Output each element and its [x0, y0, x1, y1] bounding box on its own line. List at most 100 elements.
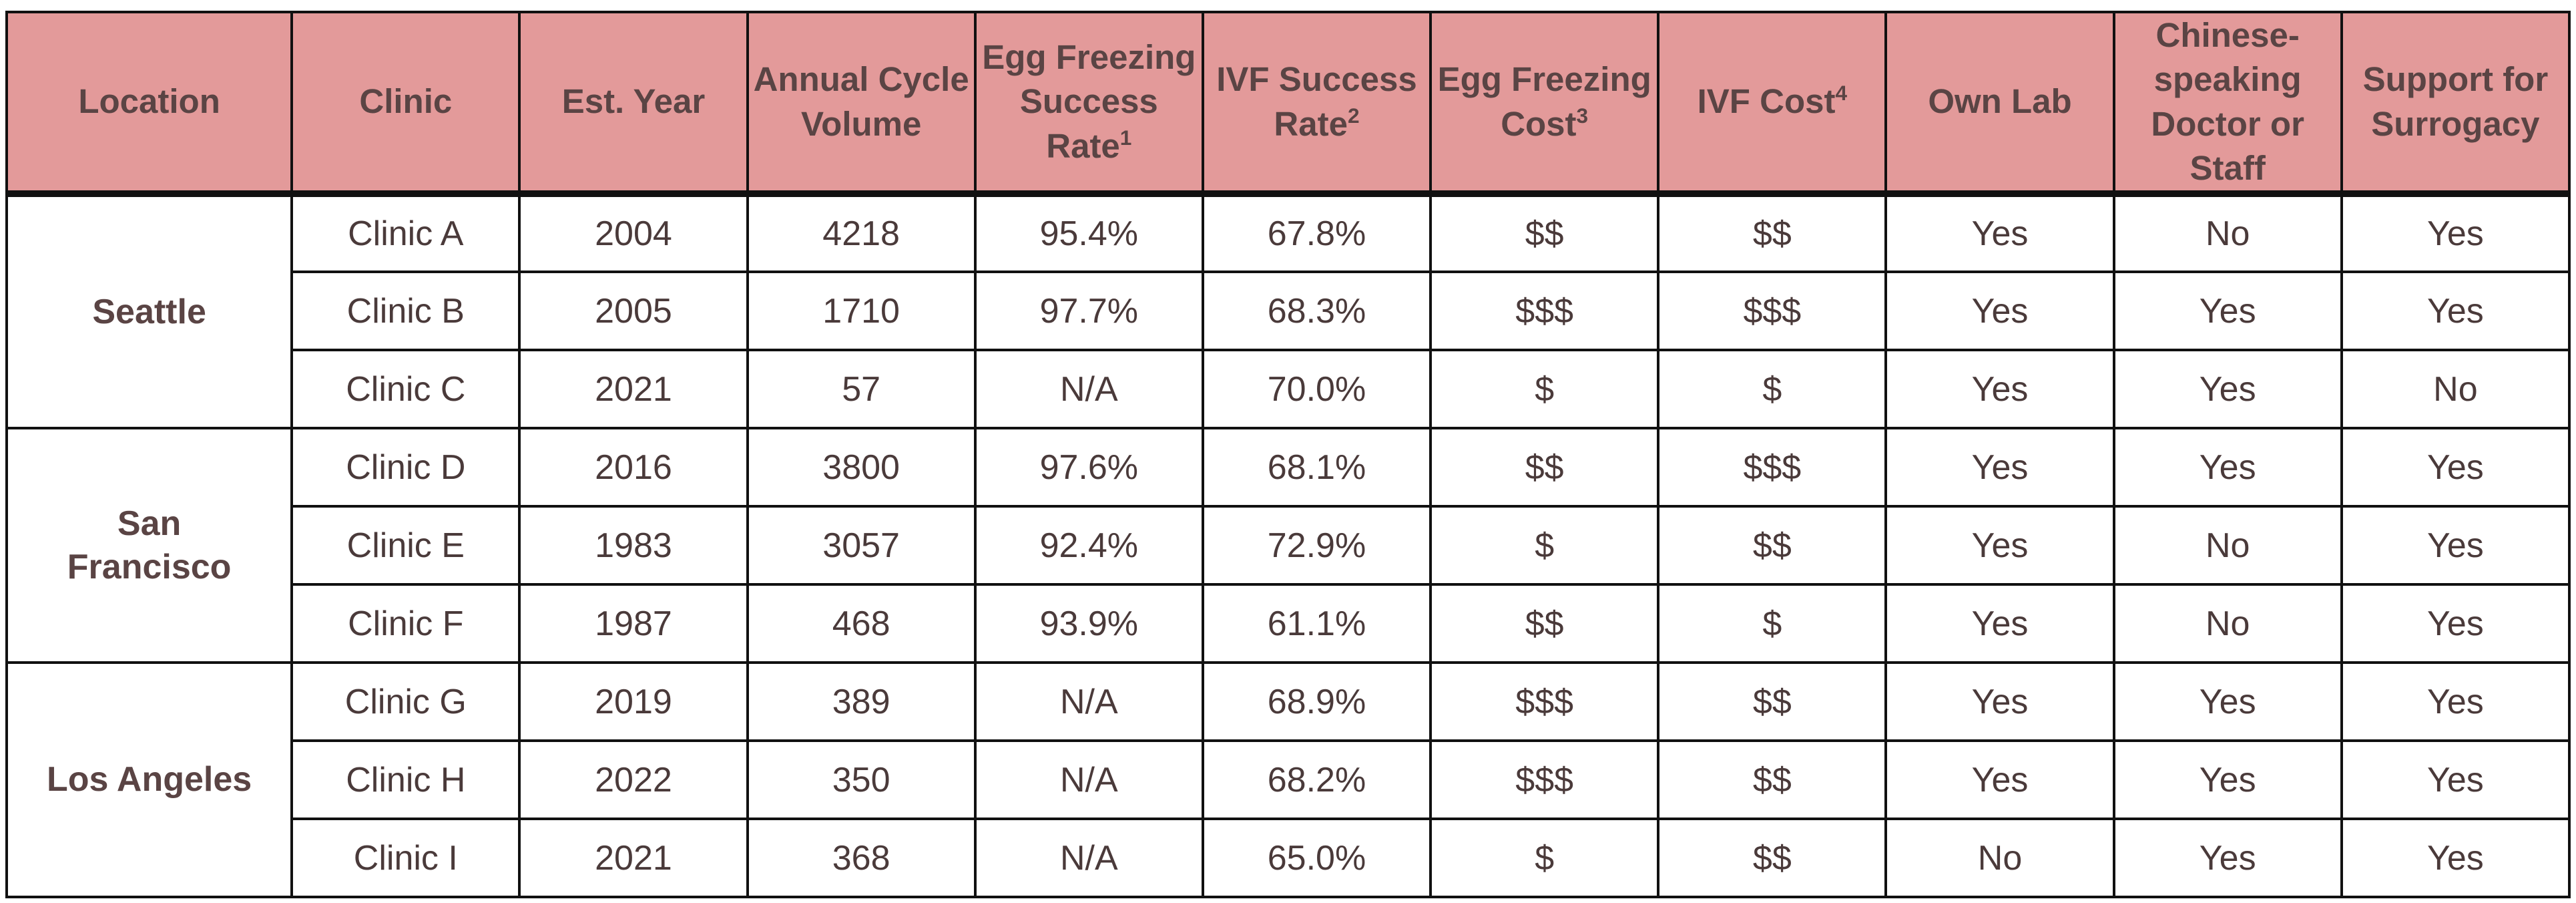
table-cell-own-lab: Yes: [1884, 349, 2115, 430]
table-cell-own-lab: Yes: [1884, 583, 2115, 665]
table-cell-chinese-speaking-doctor-or-staff: Yes: [2112, 270, 2343, 352]
table-row: Clinic H 2022 350 N/A 68.2% $$$ $$ Yes Yes Yes: [7, 739, 2571, 821]
clinic-comparison-table-wrapper: Location Clinic Est. Year Annual Cycle Volu…: [5, 10, 2571, 899]
column-header-label: Annual Cycle Volume: [753, 60, 969, 143]
table-cell-annual-cycle-volume: 4218: [746, 192, 977, 274]
column-header-label: Own Lab: [1928, 82, 2072, 121]
table-cell-ivf-cost: $$$: [1657, 427, 1888, 508]
column-header-est-year: Est. Year: [518, 10, 749, 198]
column-header-label: Support for Surrogacy: [2362, 60, 2549, 143]
column-header-support-for-surrogacy: Support for Surrogacy: [2340, 10, 2571, 198]
table-cell-ivf-success-rate: 68.1%: [1201, 427, 1433, 508]
table-cell-annual-cycle-volume: 3800: [746, 427, 977, 508]
table-cell-own-lab: No: [1884, 818, 2115, 899]
table-cell-annual-cycle-volume: 350: [746, 739, 977, 821]
table-cell-support-for-surrogacy: No: [2340, 349, 2571, 430]
table-cell-chinese-speaking-doctor-or-staff: Yes: [2112, 661, 2343, 743]
table-cell-egg-freezing-cost: $$: [1429, 583, 1660, 665]
table-cell-ivf-success-rate: 70.0%: [1201, 349, 1433, 430]
table-cell-ivf-cost: $$: [1657, 192, 1888, 274]
table-cell-own-lab: Yes: [1884, 661, 2115, 743]
table-cell-annual-cycle-volume: 1710: [746, 270, 977, 352]
table-cell-support-for-surrogacy: Yes: [2340, 505, 2571, 586]
table-cell-egg-freezing-success-rate: 97.7%: [973, 270, 1204, 352]
column-header-label: IVF Success Rate: [1216, 60, 1417, 143]
table-cell-support-for-surrogacy: Yes: [2340, 270, 2571, 352]
column-header-label: Est. Year: [561, 82, 706, 121]
table-cell-support-for-surrogacy: Yes: [2340, 818, 2571, 899]
table-cell-ivf-cost: $$: [1657, 505, 1888, 586]
table-cell-chinese-speaking-doctor-or-staff: No: [2112, 583, 2343, 665]
table-cell-est-year: 2005: [518, 270, 749, 352]
footnote-marker: 3: [1576, 103, 1589, 128]
footnote-marker: 2: [1347, 103, 1360, 128]
table-cell-own-lab: Yes: [1884, 505, 2115, 586]
table-cell-egg-freezing-cost: $$$: [1429, 270, 1660, 352]
table-body: Seattle Clinic A 2004 4218 95.4% 67.8% $$ $$ Yes…: [5, 192, 2571, 899]
table-cell-ivf-success-rate: 61.1%: [1201, 583, 1433, 665]
table-cell-clinic: Clinic A: [290, 192, 521, 274]
table-cell-clinic: Clinic C: [290, 349, 521, 430]
column-header-chinese-speaking-doctor-or-staff: Chinese-speaking Doctor or Staff: [2112, 10, 2343, 198]
table-cell-own-lab: Yes: [1884, 427, 2115, 508]
column-header-label: Egg Freezing Cost: [1437, 60, 1651, 143]
table-cell-egg-freezing-cost: $$$: [1429, 661, 1660, 743]
table-cell-clinic: Clinic F: [290, 583, 521, 665]
table-cell-chinese-speaking-doctor-or-staff: Yes: [2112, 427, 2343, 508]
table-cell-egg-freezing-success-rate: N/A: [973, 661, 1204, 743]
table-cell-egg-freezing-success-rate: 95.4%: [973, 192, 1204, 274]
table-cell-annual-cycle-volume: 3057: [746, 505, 977, 586]
column-header-egg-freezing-success-rate: Egg Freezing Success Rate1: [973, 10, 1204, 198]
column-header-label: Location: [78, 82, 220, 121]
table-cell-own-lab: Yes: [1884, 739, 2115, 821]
table-cell-clinic: Clinic E: [290, 505, 521, 586]
table-cell-est-year: 2004: [518, 192, 749, 274]
table-cell-ivf-success-rate: 65.0%: [1201, 818, 1433, 899]
table-cell-est-year: 1983: [518, 505, 749, 586]
table-cell-egg-freezing-cost: $: [1429, 505, 1660, 586]
table-cell-support-for-surrogacy: Yes: [2340, 739, 2571, 821]
table-cell-egg-freezing-success-rate: N/A: [973, 818, 1204, 899]
location-cell-san-francisco: San Francisco: [5, 427, 294, 665]
table-cell-est-year: 2021: [518, 349, 749, 430]
table-cell-annual-cycle-volume: 468: [746, 583, 977, 665]
table-cell-est-year: 2021: [518, 818, 749, 899]
table-cell-ivf-success-rate: 68.2%: [1201, 739, 1433, 821]
table-cell-clinic: Clinic G: [290, 661, 521, 743]
table-cell-ivf-cost: $: [1657, 349, 1888, 430]
table-cell-support-for-surrogacy: Yes: [2340, 192, 2571, 274]
location-cell-los-angeles: Los Angeles: [5, 661, 294, 899]
table-cell-egg-freezing-cost: $: [1429, 349, 1660, 430]
table-cell-egg-freezing-success-rate: N/A: [973, 739, 1204, 821]
table-cell-annual-cycle-volume: 57: [746, 349, 977, 430]
table-cell-ivf-cost: $$: [1657, 739, 1888, 821]
location-cell-seattle: Seattle: [5, 192, 294, 430]
table-cell-egg-freezing-success-rate: 97.6%: [973, 427, 1204, 508]
column-header-egg-freezing-cost: Egg Freezing Cost3: [1429, 10, 1660, 198]
table-cell-egg-freezing-success-rate: N/A: [973, 349, 1204, 430]
table-cell-egg-freezing-cost: $$: [1429, 427, 1660, 508]
table-row: Los Angeles Clinic G 2019 389 N/A 68.9% $$$ $$ Y…: [5, 661, 2571, 899]
table-cell-clinic: Clinic H: [290, 739, 521, 821]
table-cell-chinese-speaking-doctor-or-staff: No: [2112, 192, 2343, 274]
table-row: San Francisco Clinic D 2016 3800 97.6% 68.1% $…: [5, 427, 2571, 665]
table-cell-own-lab: Yes: [1884, 270, 2115, 352]
table-cell-clinic: Clinic B: [290, 270, 521, 352]
table-cell-ivf-cost: $$: [1657, 661, 1888, 743]
table-cell-chinese-speaking-doctor-or-staff: Yes: [2112, 349, 2343, 430]
table-cell-egg-freezing-cost: $$$: [1429, 739, 1660, 821]
table-cell-clinic: Clinic D: [290, 427, 521, 508]
table-cell-chinese-speaking-doctor-or-staff: Yes: [2112, 739, 2343, 821]
table-cell-egg-freezing-cost: $: [1429, 818, 1660, 899]
column-header-own-lab: Own Lab: [1884, 10, 2115, 198]
footnote-marker: 1: [1119, 125, 1132, 150]
column-header-clinic: Clinic: [290, 10, 521, 198]
table-cell-own-lab: Yes: [1884, 192, 2115, 274]
table-cell-ivf-success-rate: 67.8%: [1201, 192, 1433, 274]
footnote-marker: 4: [1835, 81, 1848, 106]
table-cell-chinese-speaking-doctor-or-staff: Yes: [2112, 818, 2343, 899]
table-cell-est-year: 1987: [518, 583, 749, 665]
column-header-label: IVF Cost: [1697, 82, 1836, 121]
header-row: Location Clinic Est. Year Annual Cycle Volu…: [5, 10, 2571, 198]
table-cell-egg-freezing-success-rate: 93.9%: [973, 583, 1204, 665]
